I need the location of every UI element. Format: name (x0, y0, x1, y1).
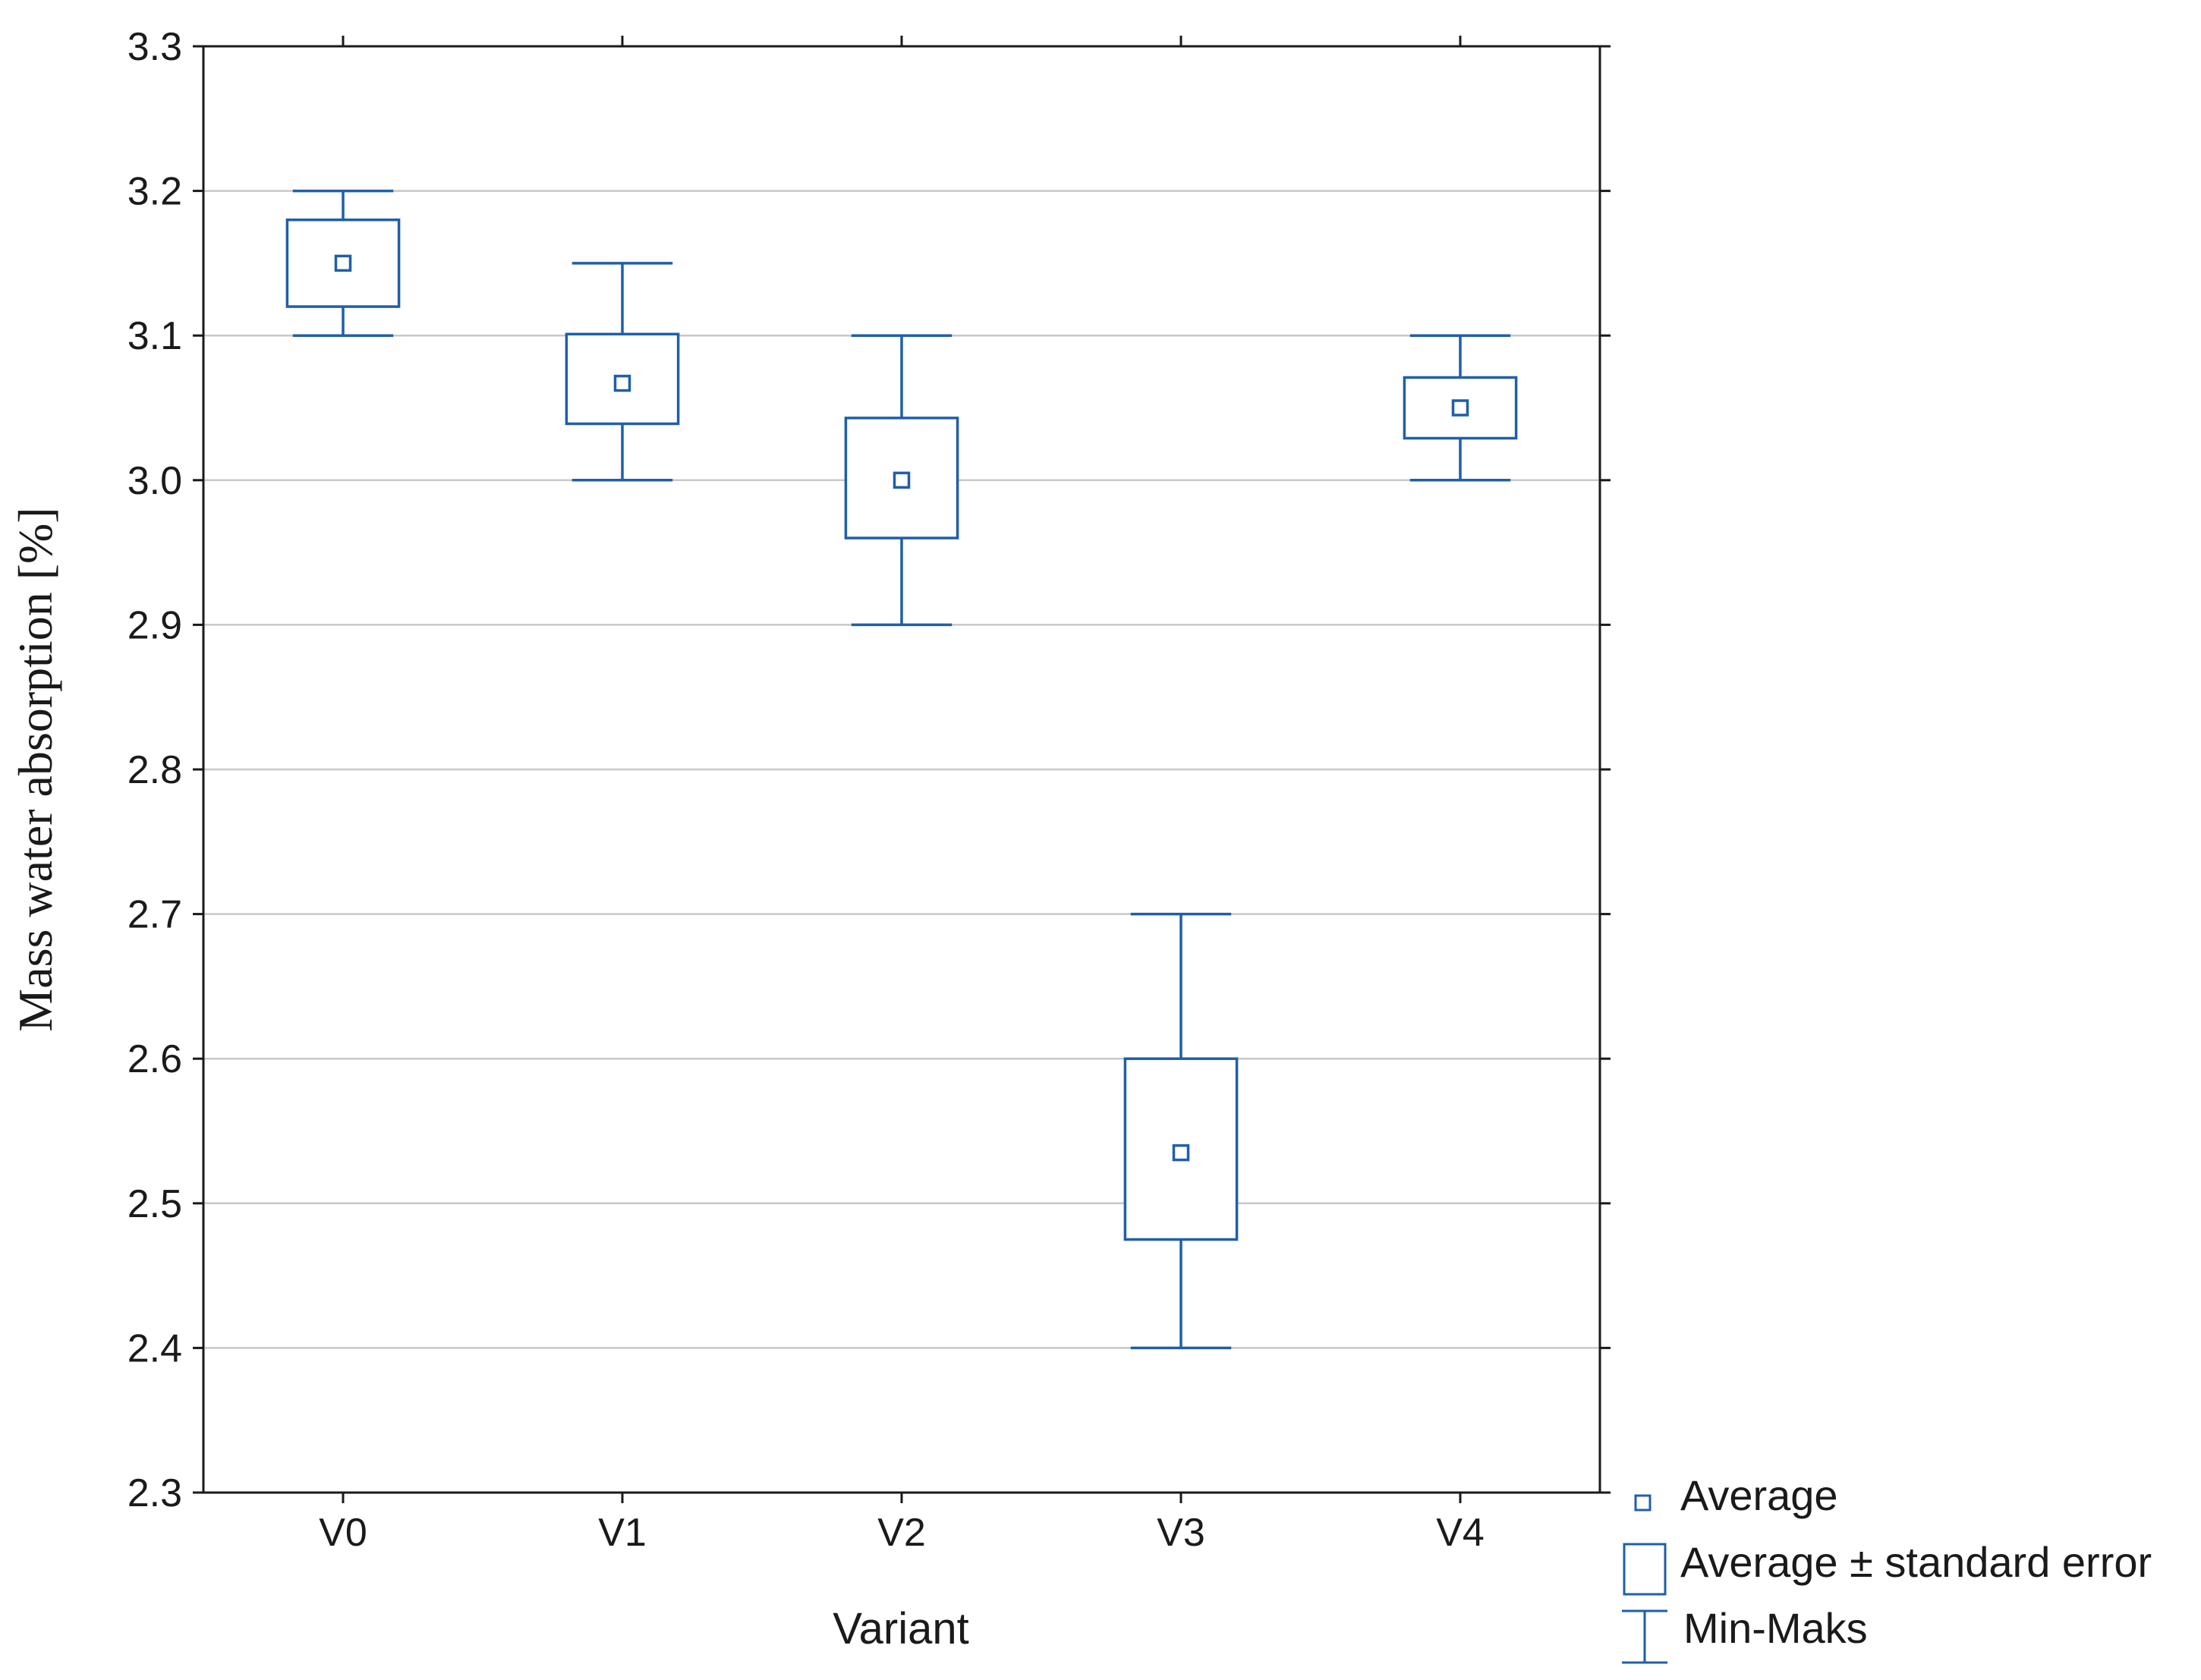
box-group-v3 (1123, 912, 1239, 1350)
legend: Average Average ± standard error Min-Mak… (1622, 1471, 2152, 1664)
legend-minmax-symbol (1622, 1609, 1667, 1664)
y-tick-label: 2.8 (128, 748, 182, 792)
mean-marker (1451, 399, 1469, 417)
y-tick-label: 2.5 (128, 1182, 182, 1226)
legend-minmax-label: Min-Maks (1683, 1604, 1868, 1652)
x-tick-label: V2 (877, 1511, 926, 1555)
box-group-v2 (844, 334, 959, 627)
box-group-v1 (565, 262, 680, 482)
y-tick-label: 2.4 (128, 1326, 182, 1370)
legend-average-symbol (1634, 1494, 1652, 1512)
y-tick-label: 2.3 (128, 1471, 182, 1515)
mean-marker (334, 254, 352, 272)
legend-average-label: Average (1680, 1471, 1838, 1519)
x-tick-label: V0 (319, 1511, 367, 1555)
y-tick-label: 3.1 (128, 314, 182, 358)
mean-marker (613, 374, 631, 392)
x-tick-label: V3 (1157, 1511, 1205, 1555)
x-tick-label: V1 (598, 1511, 647, 1555)
y-tick-label: 3.0 (128, 459, 182, 503)
x-axis: V0 V1 V2 V3 V4 (319, 36, 1485, 1555)
y-axis: 2.3 2.4 2.5 2.6 2.7 2.8 2.9 3.0 3.1 3.2 3.3 (128, 25, 1611, 1515)
box-group-v4 (1403, 334, 1518, 482)
y-tick-label: 2.6 (128, 1037, 182, 1081)
mean-marker (893, 471, 911, 489)
y-tick-label: 2.9 (128, 603, 182, 647)
x-axis-title: Variant (833, 1604, 968, 1653)
y-tick-label: 2.7 (128, 893, 182, 937)
box-series (285, 189, 1518, 1350)
y-tick-label: 3.2 (128, 170, 182, 214)
box-group-v0 (285, 189, 401, 337)
x-tick-label: V4 (1436, 1511, 1485, 1555)
y-axis-title: Mass water absorption [%] (8, 507, 62, 1031)
se-box (1403, 376, 1518, 440)
legend-se-symbol (1623, 1543, 1667, 1596)
y-tick-label: 3.3 (128, 25, 182, 69)
legend-se-label: Average ± standard error (1680, 1538, 2152, 1586)
mean-marker (1172, 1144, 1190, 1162)
